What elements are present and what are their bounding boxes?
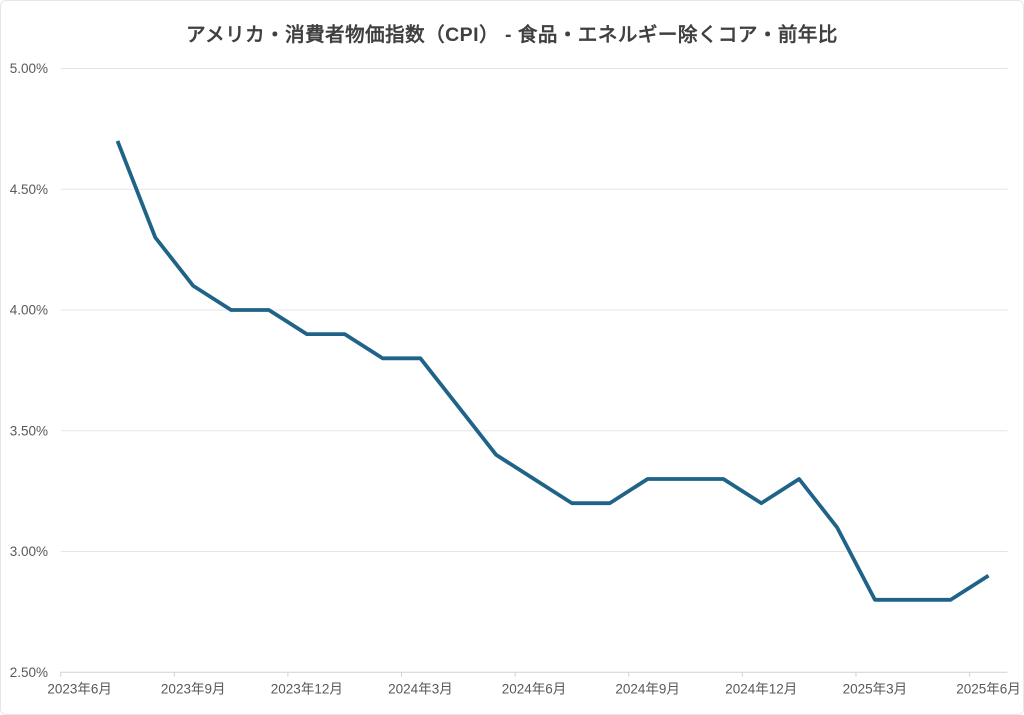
y-tick-label: 4.50% bbox=[10, 182, 48, 197]
x-tick-label: 2023年6月 bbox=[47, 682, 112, 697]
x-tick-label: 2023年12月 bbox=[271, 682, 343, 697]
cpi-series bbox=[115, 140, 990, 602]
x-axis bbox=[60, 671, 1008, 677]
x-tick-label: 2025年6月 bbox=[956, 682, 1021, 697]
x-tick-label: 2024年3月 bbox=[388, 682, 453, 697]
y-tick-label: 2.50% bbox=[10, 665, 48, 680]
core-cpi-line bbox=[115, 140, 990, 602]
x-tick-label: 2024年9月 bbox=[615, 682, 680, 697]
x-tick-label: 2024年12月 bbox=[725, 682, 797, 697]
x-axis-labels: 2023年6月 2023年9月 2023年12月 2024年3月 2024年6月 2024… bbox=[47, 682, 1020, 697]
y-tick-label: 3.50% bbox=[10, 423, 48, 438]
y-tick-label: 5.00% bbox=[10, 61, 48, 76]
y-tick-label: 4.00% bbox=[10, 303, 48, 318]
x-tick-label: 2023年9月 bbox=[161, 682, 226, 697]
y-axis-labels: 5.00% 4.50% 4.00% 3.50% 3.00% 2.50% bbox=[10, 61, 48, 680]
x-tick-label: 2025年3月 bbox=[843, 682, 908, 697]
chart-title: アメリカ・消費者物価指数（CPI） - 食品・エネルギー除くコア・前年比 bbox=[186, 24, 838, 46]
x-tick-label: 2024年6月 bbox=[502, 682, 567, 697]
y-tick-label: 3.00% bbox=[10, 544, 48, 559]
